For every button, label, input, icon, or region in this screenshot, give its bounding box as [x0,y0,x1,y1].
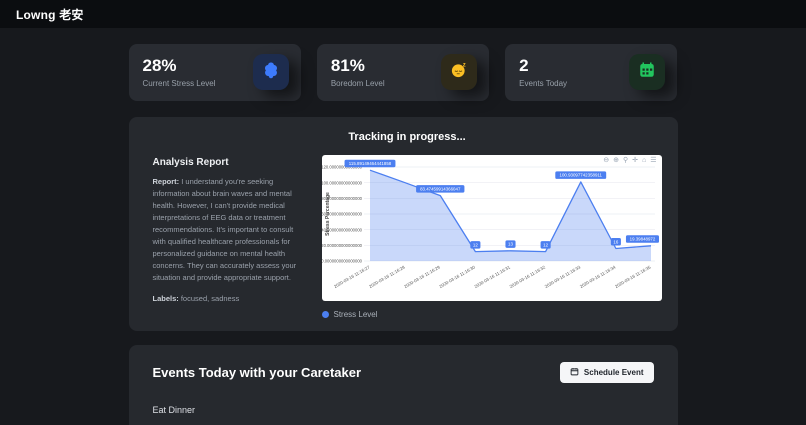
svg-text:2020-03-16 11:16:33: 2020-03-16 11:16:33 [543,264,581,289]
sleepy-face-icon: z [450,61,468,84]
svg-text:2020-03-16 11:16:32: 2020-03-16 11:16:32 [508,264,546,289]
event-list-item: Eat Dinner [152,405,196,415]
zoom-in-icon[interactable]: ⊕ [613,157,619,164]
calendar-plus-icon [570,367,579,378]
stress-label: Current Stress Level [142,79,216,88]
brain-icon [262,61,280,84]
stress-chart-svg: 0.0000000000000000 20.000000000000000 40.0… [321,159,659,289]
svg-text:2020-03-16 11:16:31: 2020-03-16 11:16:31 [473,264,511,289]
svg-text:2020-03-16 11:16:34: 2020-03-16 11:16:34 [578,264,616,289]
svg-text:100.00000000000000: 100.00000000000000 [322,180,363,185]
boredom-label: Boredom Level [330,79,385,88]
calendar-icon-chip [629,54,666,90]
stats-row: 28% Current Stress Level 81% Boredom Lev… [128,44,678,101]
report-label: Report: [152,177,180,186]
stress-value: 28% [142,56,177,75]
svg-text:z: z [463,62,466,68]
calendar-icon [638,61,656,84]
stat-card-events: 2 Events Today [505,44,678,101]
svg-text:12: 12 [543,242,548,247]
svg-text:120.00000000000000: 120.00000000000000 [322,165,363,170]
main-content: 28% Current Stress Level 81% Boredom Lev… [128,44,678,425]
tracking-card: Tracking in progress... Analysis Report … [128,117,678,331]
events-value: 2 [519,56,529,75]
chart-column: ⊖ ⊕ ⚲ ✛ ⌂ ☰ 0.0000000000000000 20.000000000000… [321,155,662,319]
search-icon[interactable]: ⚲ [622,157,629,164]
svg-text:0.0000000000000000: 0.0000000000000000 [322,259,363,264]
schedule-event-label: Schedule Event [583,368,644,377]
home-icon[interactable]: ⌂ [641,157,647,164]
schedule-event-button[interactable]: Schedule Event [559,362,654,383]
brain-icon-chip [252,54,289,90]
svg-text:2020-03-16 11:16:29: 2020-03-16 11:16:29 [403,264,441,289]
svg-text:83.47459914366047: 83.47459914366047 [420,186,461,191]
legend-label: Stress Level [333,310,378,319]
tracking-title: Tracking in progress... [348,131,466,143]
brand[interactable]: Lowng 老安 [16,7,84,22]
svg-text:2020-03-16 11:16:27: 2020-03-16 11:16:27 [332,264,370,289]
stat-card-stress: 28% Current Stress Level [128,44,301,101]
svg-text:13: 13 [508,242,513,247]
labels-label: Labels: [152,294,179,303]
zoom-out-icon[interactable]: ⊖ [603,157,610,164]
menu-icon[interactable]: ☰ [650,157,657,164]
boredom-value: 81% [330,56,365,75]
report-body: I understand you're seeking information … [152,177,297,282]
labels-value: focused, sadness [178,294,240,303]
svg-text:40.000000000000000: 40.000000000000000 [322,227,363,232]
svg-text:80.000000000000000: 80.000000000000000 [322,196,363,201]
sleepy-face-icon-chip: z [441,54,478,90]
analysis-report: Analysis Report Report: I understand you… [153,155,308,319]
legend-stress-level[interactable]: Stress Level [321,310,378,319]
analysis-report-heading: Analysis Report [152,157,229,168]
navbar: Lowng 老安 [0,0,806,28]
svg-text:100.93097742358911: 100.93097742358911 [559,173,602,178]
svg-text:19.39848972: 19.39848972 [629,237,655,242]
events-title: Events Today with your Caretaker [152,365,362,380]
svg-text:12: 12 [472,242,477,247]
stat-card-boredom: 81% Boredom Level z [316,44,490,101]
events-card: Events Today with your Caretaker Schedul… [128,345,678,425]
pan-icon[interactable]: ✛ [632,157,638,164]
svg-text:2020-03-16 11:16:28: 2020-03-16 11:16:28 [368,264,406,289]
svg-text:20.000000000000000: 20.000000000000000 [322,243,363,248]
svg-text:16: 16 [613,239,618,244]
events-label: Events Today [519,79,568,88]
svg-text:2020-03-16 11:16:30: 2020-03-16 11:16:30 [438,264,476,289]
stress-chart[interactable]: ⊖ ⊕ ⚲ ✛ ⌂ ☰ 0.0000000000000000 20.000000000000… [321,155,662,301]
svg-text:2020-03-16 11:16:35: 2020-03-16 11:16:35 [613,264,651,289]
labels-line: Labels: focused, sadness [153,293,308,305]
svg-text:60.000000000000000: 60.000000000000000 [322,212,363,217]
svg-text:115.89149464441858: 115.89149464441858 [348,161,391,166]
chart-modebar: ⊖ ⊕ ⚲ ✛ ⌂ ☰ [603,157,656,164]
analysis-report-text: Report: I understand you're seeking info… [153,176,308,284]
svg-text:Stress Percentage: Stress Percentage [325,192,331,236]
legend-dot-icon [321,311,329,318]
